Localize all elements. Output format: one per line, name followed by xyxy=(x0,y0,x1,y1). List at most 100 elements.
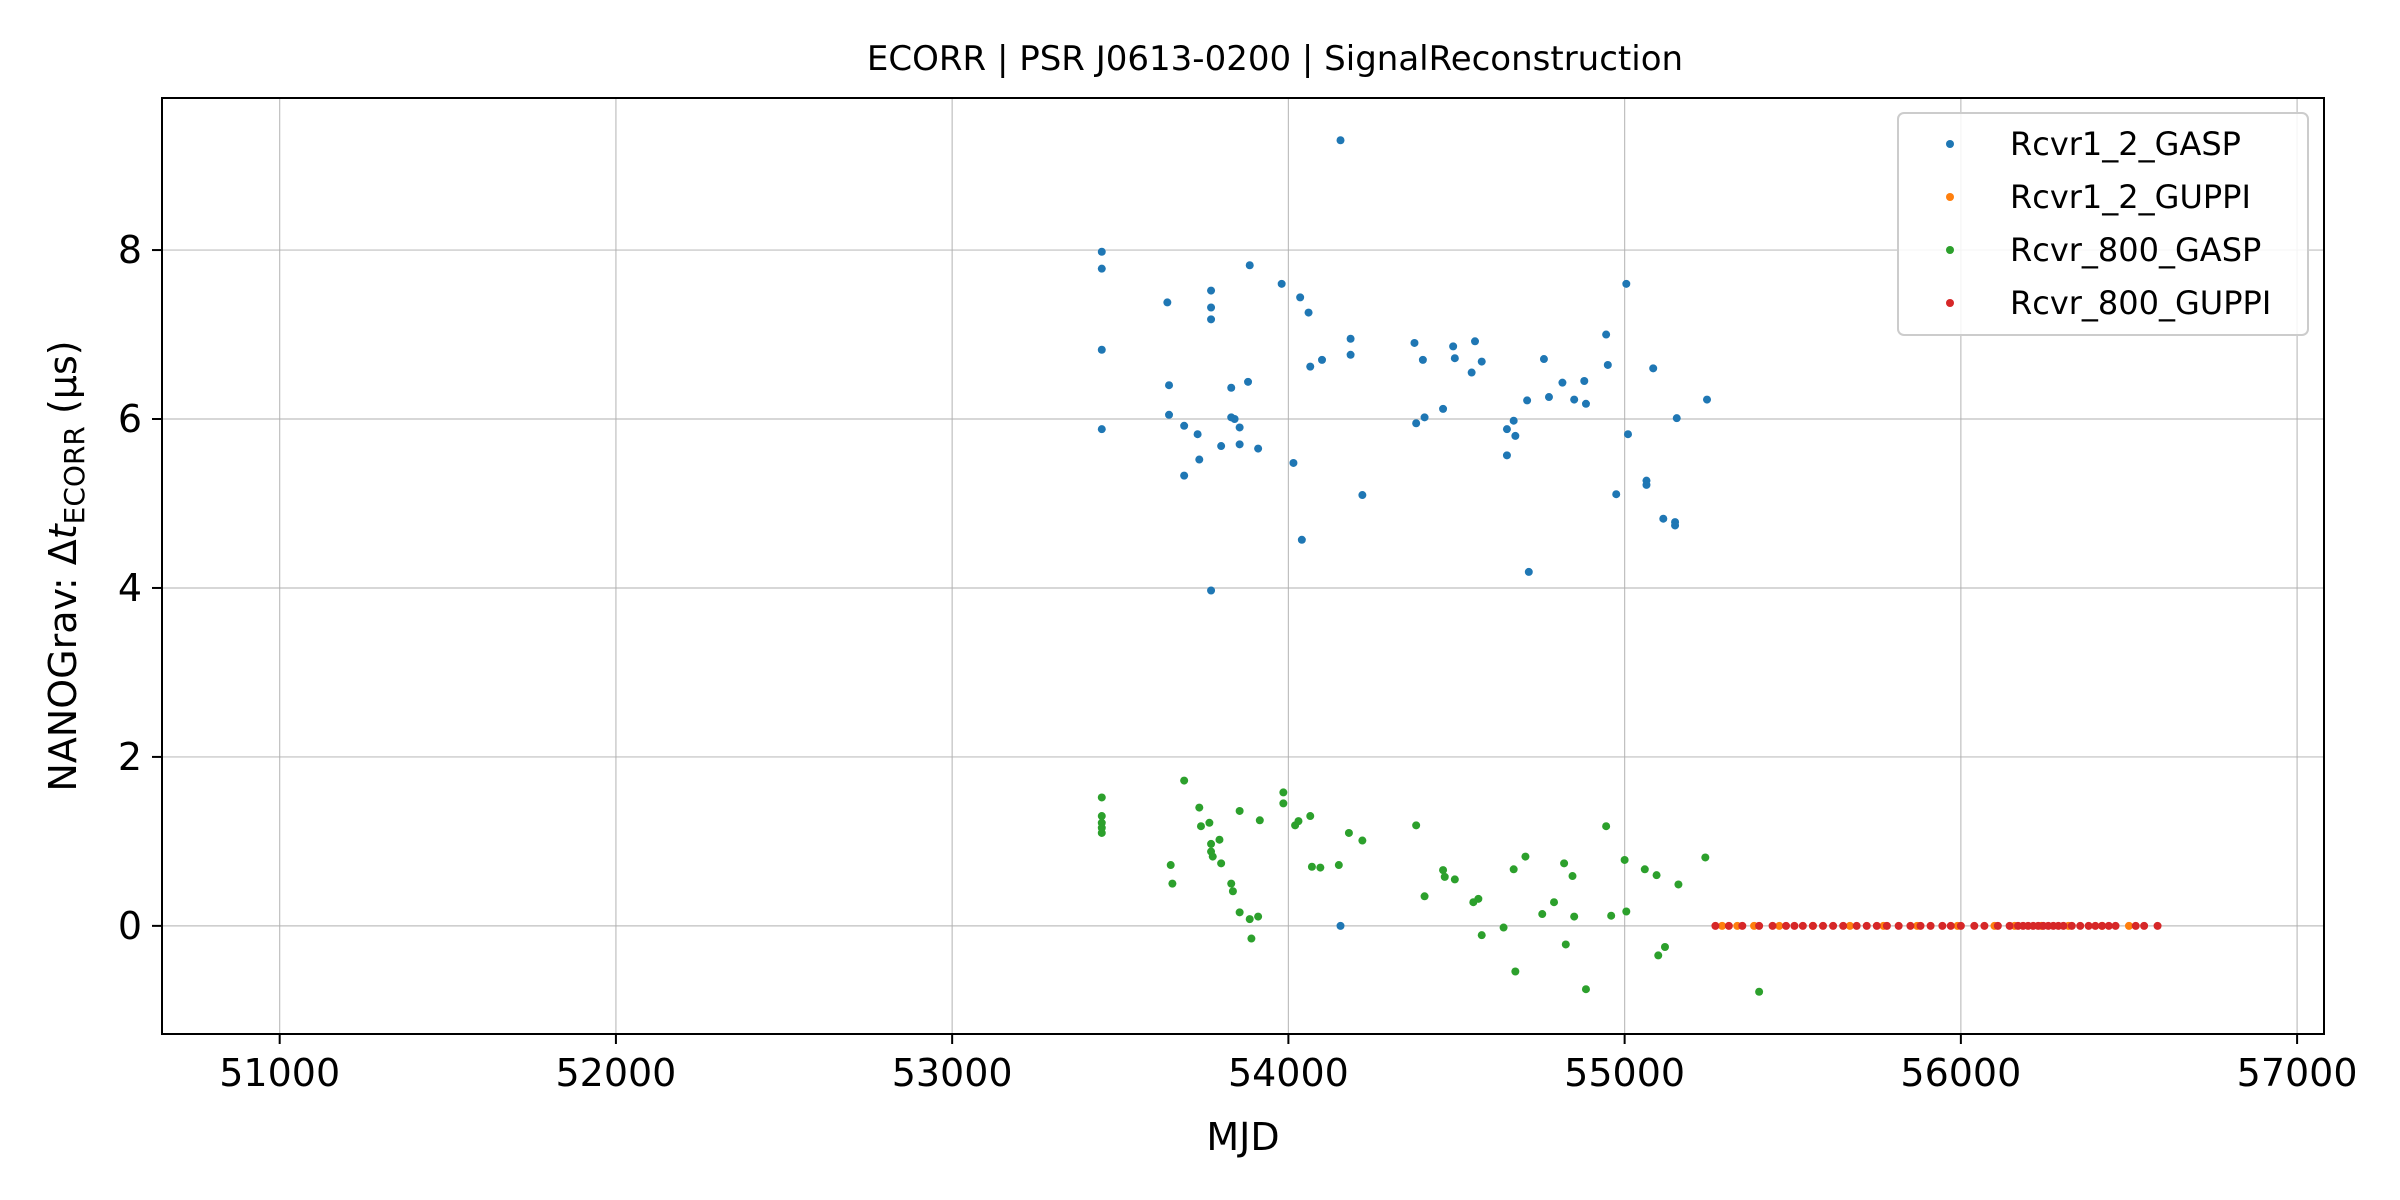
data-point xyxy=(1701,853,1710,862)
legend-marker xyxy=(1946,246,1954,254)
y-axis-label: NANOGrav: ΔtECORR (μs) xyxy=(41,340,91,791)
data-point xyxy=(1839,921,1848,930)
data-point xyxy=(1296,293,1305,302)
data-point xyxy=(1790,921,1799,930)
data-point xyxy=(1654,951,1663,960)
y-axis-label-subscript: ECORR xyxy=(58,426,91,524)
y-axis-label-prefix: NANOGrav: Δ xyxy=(41,539,85,791)
x-tick-label: 51000 xyxy=(219,1051,340,1095)
legend-entry-label: Rcvr_800_GASP xyxy=(2010,231,2261,269)
data-point xyxy=(1538,910,1547,919)
data-point xyxy=(1580,376,1589,385)
data-point xyxy=(1620,855,1629,864)
data-point xyxy=(1926,921,1935,930)
data-point xyxy=(1215,835,1224,844)
data-point xyxy=(1336,921,1345,930)
data-point xyxy=(1560,859,1569,868)
data-point xyxy=(1207,286,1216,295)
data-point xyxy=(2076,921,2085,930)
data-point xyxy=(1254,444,1263,453)
data-point xyxy=(2140,921,2149,930)
data-point xyxy=(1244,377,1253,386)
data-point xyxy=(1165,410,1174,419)
data-point xyxy=(1511,967,1520,976)
data-point xyxy=(1180,776,1189,785)
data-point xyxy=(1775,921,1784,930)
data-point xyxy=(1254,912,1263,921)
y-axis-label-unit: (μs) xyxy=(41,340,85,426)
data-point xyxy=(1307,862,1316,871)
data-point xyxy=(1568,872,1577,881)
data-point xyxy=(1235,440,1244,449)
data-point xyxy=(1245,915,1254,924)
data-point xyxy=(1304,308,1313,317)
y-tick-label: 0 xyxy=(118,904,142,948)
legend-box xyxy=(1897,112,2309,336)
data-point xyxy=(1245,261,1254,270)
data-point xyxy=(1674,880,1683,889)
data-point xyxy=(1649,364,1658,373)
data-point xyxy=(1782,921,1791,930)
data-point xyxy=(2091,921,2100,930)
data-point xyxy=(1755,921,1764,930)
x-tick-label: 54000 xyxy=(1228,1051,1349,1095)
data-point xyxy=(1235,908,1244,917)
data-point xyxy=(1570,912,1579,921)
data-point xyxy=(1467,368,1476,377)
data-point xyxy=(1642,480,1651,489)
data-point xyxy=(1980,921,1989,930)
data-point xyxy=(1956,921,1965,930)
data-point xyxy=(1217,859,1226,868)
data-point xyxy=(1477,931,1486,940)
legend-entry-label: Rcvr1_2_GASP xyxy=(2010,125,2241,163)
data-point xyxy=(1558,378,1567,387)
data-point xyxy=(2153,921,2162,930)
data-point xyxy=(1358,491,1367,500)
data-point xyxy=(1097,345,1106,354)
data-point xyxy=(1561,940,1570,949)
legend-entry-label: Rcvr_800_GUPPI xyxy=(2010,284,2271,322)
data-point xyxy=(2104,921,2113,930)
data-point xyxy=(1097,425,1106,434)
data-point xyxy=(1894,921,1903,930)
data-point xyxy=(1358,836,1367,845)
data-point xyxy=(2131,921,2140,930)
data-point xyxy=(1672,414,1681,423)
data-point xyxy=(1660,942,1669,951)
data-point xyxy=(1412,821,1421,830)
chart-title: ECORR | PSR J0613-0200 | SignalReconstru… xyxy=(867,39,1683,79)
data-point xyxy=(1882,921,1891,930)
data-point xyxy=(1916,921,1925,930)
data-points xyxy=(1097,136,2162,996)
data-point xyxy=(1602,330,1611,339)
y-tick-label: 2 xyxy=(118,735,142,779)
data-point xyxy=(1217,442,1226,451)
data-point xyxy=(1450,875,1459,884)
data-point xyxy=(1570,395,1579,404)
data-point xyxy=(1906,921,1915,930)
data-point xyxy=(1511,431,1520,440)
data-point xyxy=(2067,921,2076,930)
data-point xyxy=(1346,334,1355,343)
data-point xyxy=(1336,136,1345,145)
data-point xyxy=(1946,921,1955,930)
y-axis-label-variable: t xyxy=(41,522,85,539)
data-point xyxy=(1718,921,1727,930)
data-point xyxy=(1852,921,1861,930)
legend-entry-label: Rcvr1_2_GUPPI xyxy=(2010,178,2251,216)
data-point xyxy=(1235,423,1244,432)
data-point xyxy=(1671,521,1680,530)
data-point xyxy=(1230,415,1239,424)
data-point xyxy=(1640,865,1649,874)
data-point xyxy=(1439,404,1448,413)
series-Rcvr1_2_GASP xyxy=(1097,136,1712,930)
data-point xyxy=(2005,921,2014,930)
data-point xyxy=(1539,355,1548,364)
data-point xyxy=(1208,852,1217,861)
legend: Rcvr1_2_GASP Rcvr1_2_GUPPI Rcvr_800_GASP Rc… xyxy=(1897,112,2309,336)
data-point xyxy=(1703,395,1712,404)
data-point xyxy=(1524,567,1533,576)
data-point xyxy=(1622,907,1631,916)
data-point xyxy=(1227,879,1236,888)
data-point xyxy=(1306,812,1315,821)
